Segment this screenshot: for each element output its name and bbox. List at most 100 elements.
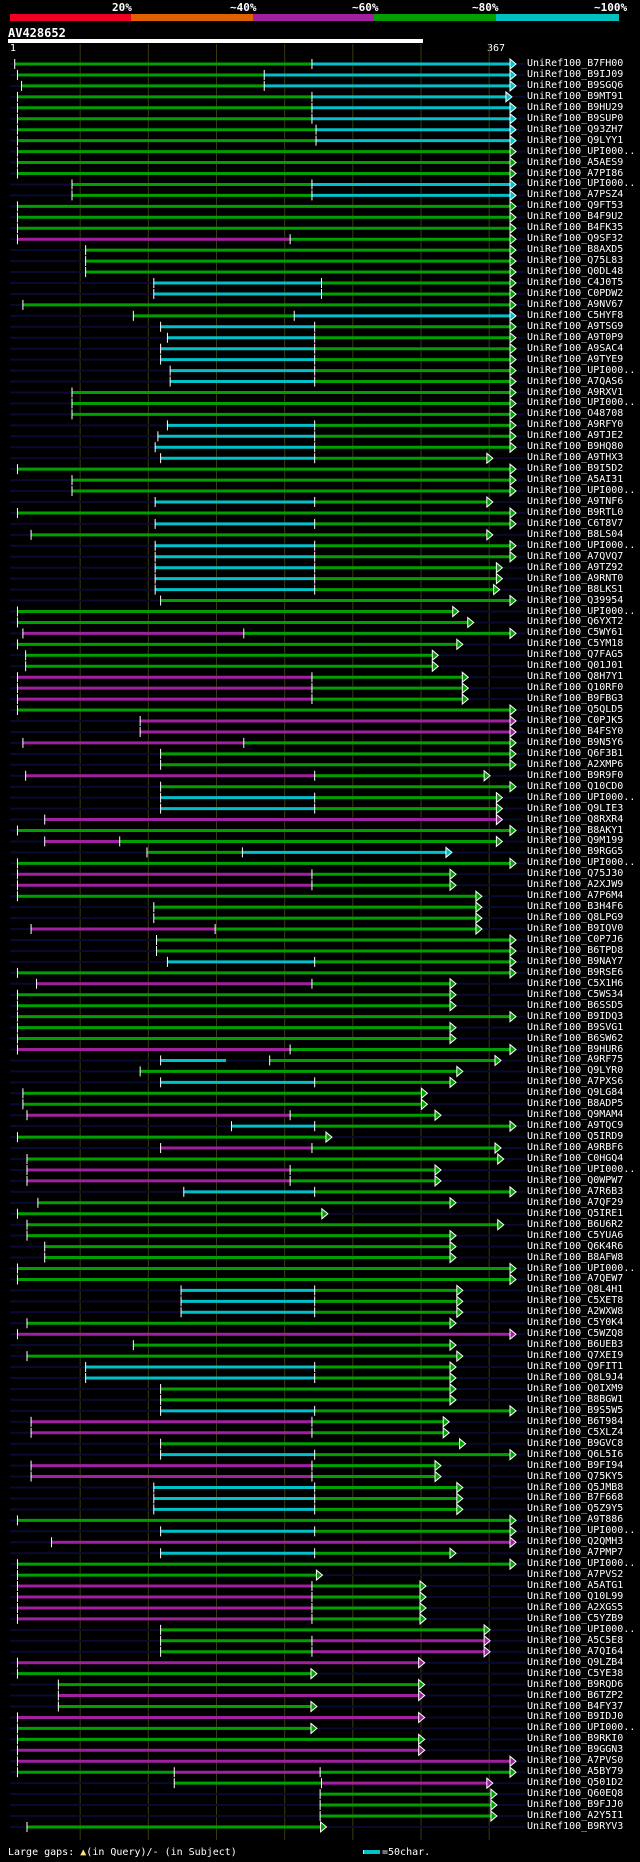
hit-label[interactable]: UniRef100_B8LKS1: [527, 583, 624, 595]
hit-label[interactable]: UniRef100_Q6YXT2: [527, 616, 624, 628]
hit-label[interactable]: UniRef100_C6T8V7: [527, 517, 624, 529]
hit-label[interactable]: UniRef100_B9GVC8: [527, 1437, 624, 1449]
hit-label[interactable]: UniRef100_UPI000..: [527, 605, 636, 617]
hit-label[interactable]: UniRef100_A9RBF6: [527, 1142, 624, 1154]
hit-label[interactable]: UniRef100_B8AXD5: [527, 244, 624, 256]
hit-label[interactable]: UniRef100_Q5IRD9: [527, 1131, 624, 1143]
hit-label[interactable]: UniRef100_O48708: [527, 408, 624, 420]
hit-label[interactable]: UniRef100_B6T984: [527, 1415, 624, 1427]
hit-label[interactable]: UniRef100_Q10L99: [527, 1591, 624, 1602]
hit-label[interactable]: UniRef100_Q75J30: [527, 868, 624, 880]
hit-label[interactable]: UniRef100_B4FY37: [527, 1700, 624, 1712]
hit-label[interactable]: UniRef100_Q5JMB8: [527, 1481, 624, 1493]
hit-label[interactable]: UniRef100_B9SUP0: [527, 112, 624, 124]
hit-label[interactable]: UniRef100_B7F668: [527, 1492, 624, 1504]
hit-label[interactable]: UniRef100_A9SAC4: [527, 342, 624, 354]
hit-label[interactable]: UniRef100_B9MT91: [527, 90, 624, 102]
hit-label[interactable]: UniRef100_Q10CD0: [527, 780, 624, 792]
hit-label[interactable]: UniRef100_A7QF29: [527, 1196, 624, 1208]
hit-label[interactable]: UniRef100_A9RNT0: [527, 572, 624, 584]
hit-label[interactable]: UniRef100_A7QAS6: [527, 375, 624, 387]
hit-label[interactable]: UniRef100_Q9M199: [527, 835, 624, 847]
hit-label[interactable]: UniRef100_B4F9U2: [527, 211, 624, 223]
hit-label[interactable]: UniRef100_A7PXS6: [527, 1076, 624, 1088]
hit-label[interactable]: UniRef100_C5WY61: [527, 627, 624, 639]
hit-label[interactable]: UniRef100_Q39954: [527, 594, 624, 606]
hit-label[interactable]: UniRef100_B9R9F0: [527, 769, 624, 781]
hit-label[interactable]: UniRef100_C5YUA6: [527, 1229, 624, 1241]
hit-label[interactable]: UniRef100_C5XET8: [527, 1295, 624, 1307]
hit-label[interactable]: UniRef100_B9RKI0: [527, 1733, 624, 1745]
hit-label[interactable]: UniRef100_Q6K4R6: [527, 1240, 624, 1252]
hit-label[interactable]: UniRef100_A9TNF6: [527, 496, 624, 507]
hit-label[interactable]: UniRef100_UPI000..: [527, 1163, 636, 1175]
hit-label[interactable]: UniRef100_Q5Z9Y5: [527, 1503, 624, 1515]
hit-label[interactable]: UniRef100_B4FSY0: [527, 725, 624, 737]
hit-label[interactable]: UniRef100_Q75KY5: [527, 1470, 624, 1482]
hit-label[interactable]: UniRef100_B8LS04: [527, 528, 624, 540]
hit-label[interactable]: UniRef100_A9TZ92: [527, 561, 624, 573]
hit-label[interactable]: UniRef100_UPI000..: [527, 1262, 636, 1274]
hit-label[interactable]: UniRef100_B8AKY1: [527, 824, 624, 836]
hit-label[interactable]: UniRef100_B9IDQ3: [527, 1010, 624, 1022]
hit-label[interactable]: UniRef100_Q9LYY1: [527, 134, 624, 146]
hit-label[interactable]: UniRef100_B9HUR6: [527, 1043, 624, 1055]
hit-label[interactable]: UniRef100_B9HQ80: [527, 441, 624, 453]
hit-label[interactable]: UniRef100_B9IDJ0: [527, 1711, 624, 1723]
hit-label[interactable]: UniRef100_B9GGN3: [527, 1744, 624, 1756]
hit-label[interactable]: UniRef100_Q501D2: [527, 1777, 624, 1789]
hit-label[interactable]: UniRef100_UPI000..: [527, 857, 636, 869]
hit-label[interactable]: UniRef100_Q2QMH3: [527, 1536, 624, 1548]
hit-label[interactable]: UniRef100_B9FBG3: [527, 693, 624, 705]
hit-label[interactable]: UniRef100_C5HYF8: [527, 309, 624, 321]
hit-label[interactable]: UniRef100_Q60EQ8: [527, 1788, 624, 1800]
hit-label[interactable]: UniRef100_A9TQC9: [527, 1120, 624, 1132]
hit-label[interactable]: UniRef100_A7QEW7: [527, 1273, 624, 1285]
hit-label[interactable]: UniRef100_B9SVG1: [527, 1021, 624, 1033]
hit-label[interactable]: UniRef100_B9IQV0: [527, 923, 624, 935]
hit-label[interactable]: UniRef100_B9RSE6: [527, 966, 624, 978]
hit-label[interactable]: UniRef100_A7PVS2: [527, 1569, 624, 1581]
hit-label[interactable]: UniRef100_A7PVS0: [527, 1755, 624, 1767]
hit-label[interactable]: UniRef100_A7PI86: [527, 167, 624, 179]
hit-label[interactable]: UniRef100_A7P6M4: [527, 890, 624, 902]
hit-label[interactable]: UniRef100_Q5IRE1: [527, 1207, 624, 1219]
hit-label[interactable]: UniRef100_Q9SF32: [527, 233, 624, 245]
hit-label[interactable]: UniRef100_A5BY79: [527, 1766, 624, 1778]
hit-label[interactable]: UniRef100_Q9MAM4: [527, 1109, 624, 1121]
hit-label[interactable]: UniRef100_UPI000..: [527, 1525, 636, 1537]
hit-label[interactable]: UniRef100_Q9LZB4: [527, 1656, 624, 1668]
hit-label[interactable]: UniRef100_A9NV67: [527, 298, 624, 310]
hit-label[interactable]: UniRef100_A5AES9: [527, 156, 624, 168]
hit-label[interactable]: UniRef100_C0HGQ4: [527, 1153, 624, 1164]
hit-label[interactable]: UniRef100_B9SGQ6: [527, 79, 624, 91]
hit-label[interactable]: UniRef100_A9TJE2: [527, 430, 624, 442]
hit-label[interactable]: UniRef100_C0PJK5: [527, 715, 624, 726]
hit-label[interactable]: UniRef100_A7PMP7: [527, 1547, 624, 1559]
hit-label[interactable]: UniRef100_C0P7J6: [527, 934, 624, 945]
hit-label[interactable]: UniRef100_B6TPD8: [527, 944, 624, 956]
hit-label[interactable]: UniRef100_A2XMP6: [527, 758, 624, 770]
hit-label[interactable]: UniRef100_C5WZQ8: [527, 1328, 624, 1340]
hit-label[interactable]: UniRef100_UPI000..: [527, 178, 636, 190]
hit-label[interactable]: UniRef100_C0PDW2: [527, 287, 624, 299]
hit-label[interactable]: UniRef100_UPI000..: [527, 145, 636, 157]
hit-label[interactable]: UniRef100_Q7FAG5: [527, 649, 624, 661]
hit-label[interactable]: UniRef100_A9T0P9: [527, 331, 624, 343]
hit-label[interactable]: UniRef100_B9RGG5: [527, 846, 624, 858]
hit-label[interactable]: UniRef100_Q0IXM9: [527, 1382, 624, 1394]
hit-label[interactable]: UniRef100_B9RTL0: [527, 506, 624, 518]
hit-label[interactable]: UniRef100_B9IJ09: [527, 68, 624, 80]
hit-label[interactable]: UniRef100_B9FI94: [527, 1459, 624, 1471]
hit-label[interactable]: UniRef100_Q0DL48: [527, 266, 624, 278]
hit-label[interactable]: UniRef100_B6SSD5: [527, 999, 624, 1011]
hit-label[interactable]: UniRef100_Q8H7Y1: [527, 671, 624, 683]
hit-label[interactable]: UniRef100_Q5QLD5: [527, 704, 624, 716]
hit-label[interactable]: UniRef100_Q6L5I6: [527, 1448, 624, 1460]
hit-label[interactable]: UniRef100_C4J0T5: [527, 277, 624, 288]
hit-label[interactable]: UniRef100_B6TZP2: [527, 1689, 624, 1701]
hit-label[interactable]: UniRef100_A2WXW8: [527, 1306, 624, 1318]
hit-label[interactable]: UniRef100_B9N5Y6: [527, 736, 624, 748]
hit-label[interactable]: UniRef100_C5XLZ4: [527, 1426, 624, 1438]
hit-label[interactable]: UniRef100_C5YZB9: [527, 1612, 624, 1624]
